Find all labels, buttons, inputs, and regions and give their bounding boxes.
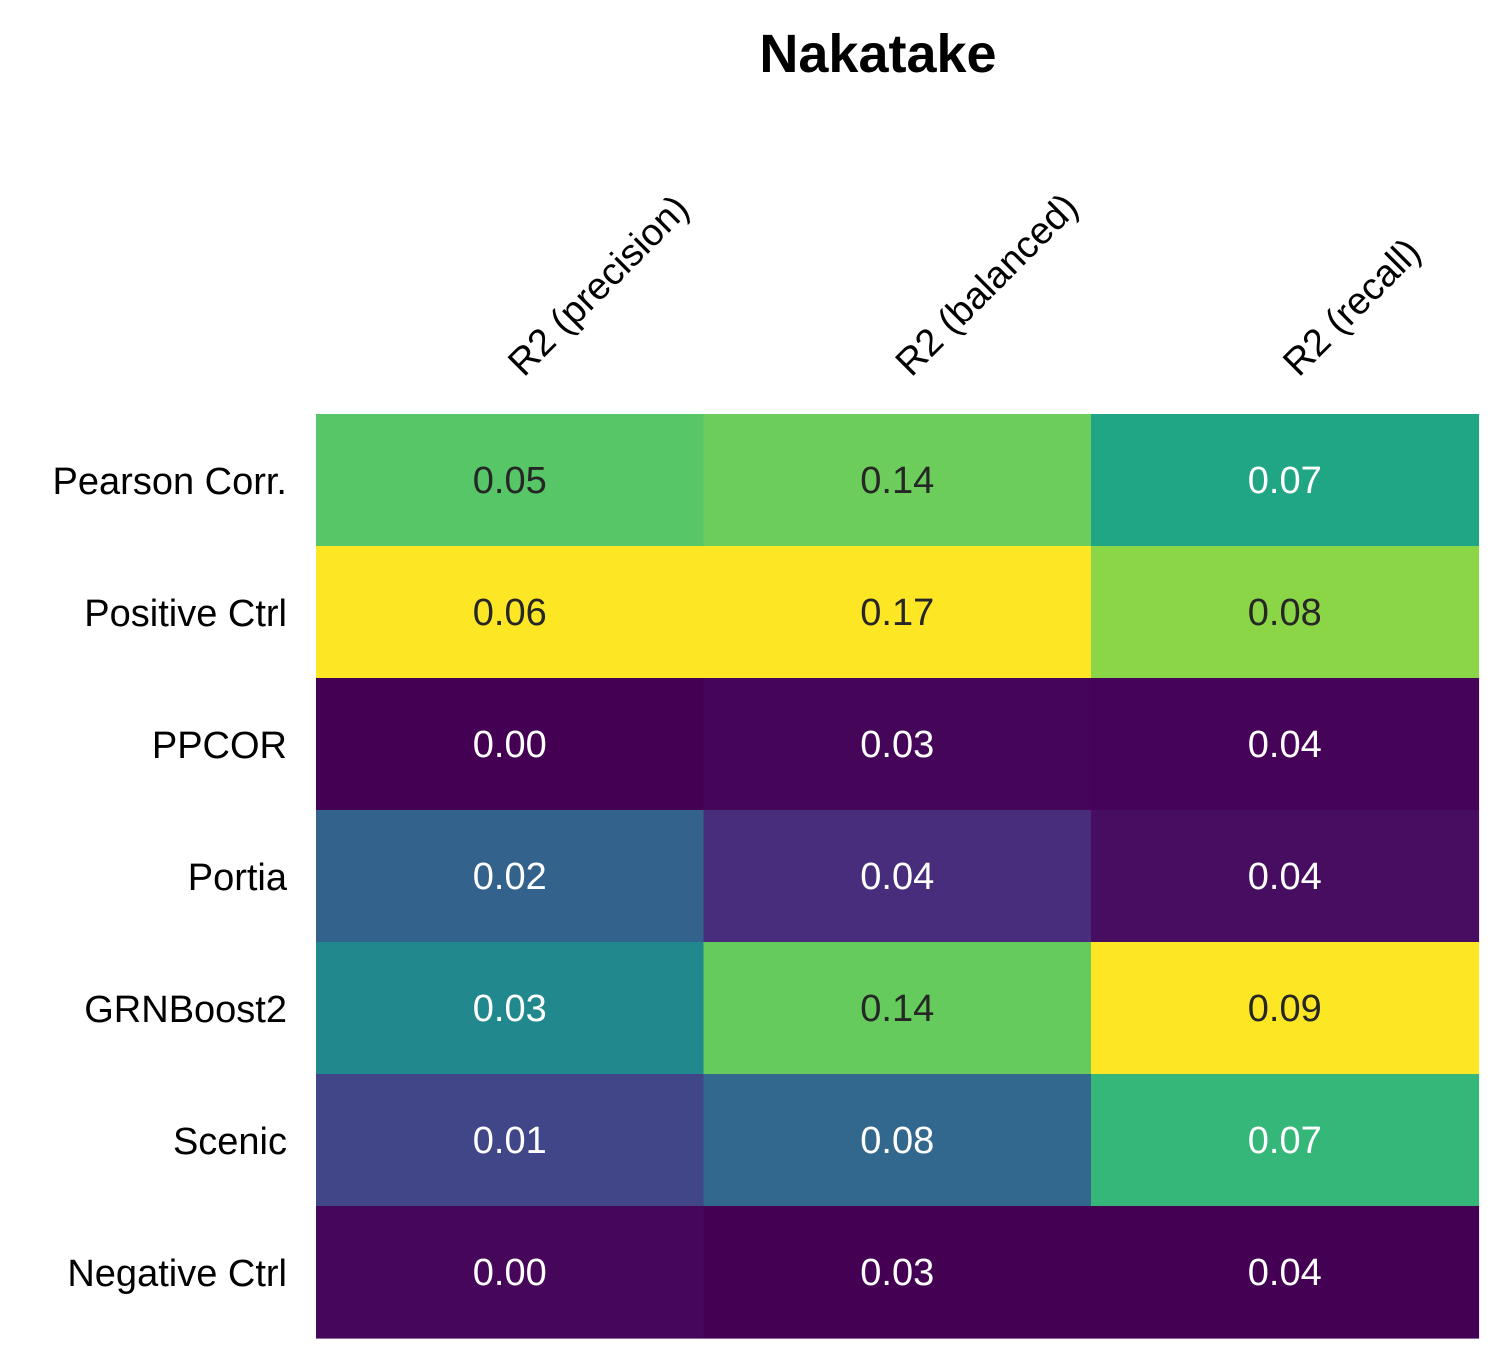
cell-value-label: 0.00 <box>473 1252 547 1294</box>
cell-value-label: 0.03 <box>860 1252 934 1294</box>
heatmap-cell-portia-r2-balanced <box>703 810 1092 943</box>
chart-title: Nakatake <box>759 24 996 84</box>
cell-value-label: 0.08 <box>860 1120 934 1162</box>
heatmap-cell-pearson-corr-r2-recall <box>1091 414 1480 547</box>
heatmap-cell-ppcor-r2-balanced <box>703 678 1092 811</box>
column-label-r2-recall: R2 (recall) <box>1275 231 1429 385</box>
heatmap-cell-scenic-r2-recall <box>1091 1074 1480 1207</box>
heatmap-cell-grnboost2-r2-precision <box>316 942 705 1075</box>
row-labels: Pearson Corr. Positive Ctrl PPCOR Portia GRN… <box>53 461 288 1295</box>
heatmap-cell-scenic-r2-precision <box>316 1074 705 1207</box>
row-label-portia: Portia <box>188 857 288 899</box>
row-label-ppcor: PPCOR <box>152 725 287 767</box>
cell-value-label: 0.17 <box>860 592 934 634</box>
cell-value-label: 0.08 <box>1248 592 1322 634</box>
column-labels: R2 (precision) R2 (balanced) R2 (recall) <box>500 186 1429 384</box>
cell-value-label: 0.06 <box>473 592 547 634</box>
heatmap-cell-ppcor-r2-precision <box>316 678 705 811</box>
cell-value-label: 0.07 <box>1248 460 1322 502</box>
cell-value-label: 0.00 <box>473 724 547 766</box>
cell-value-label: 0.01 <box>473 1120 547 1162</box>
column-label-r2-balanced: R2 (balanced) <box>888 186 1086 384</box>
heatmap-cell-positive-ctrl-r2-balanced <box>703 546 1092 679</box>
row-label-negative-ctrl: Negative Ctrl <box>67 1253 287 1295</box>
cell-value-label: 0.04 <box>1248 724 1322 766</box>
row-label-pearson-corr: Pearson Corr. <box>53 461 287 503</box>
cell-value-label: 0.05 <box>473 460 547 502</box>
heatmap-cell-scenic-r2-balanced <box>703 1074 1092 1207</box>
cell-value-label: 0.04 <box>1248 856 1322 898</box>
heatmap-cell-positive-ctrl-r2-precision <box>316 546 705 679</box>
cell-value-label: 0.14 <box>860 988 934 1030</box>
heatmap-cell-negative-ctrl-r2-recall <box>1091 1206 1480 1339</box>
heatmap-cells: 0.05 0.14 0.07 0.06 0.17 0.08 0.00 0.03 0.04 0.02… <box>316 414 1480 1339</box>
cell-value-label: 0.14 <box>860 460 934 502</box>
cell-value-label: 0.04 <box>860 856 934 898</box>
heatmap-cell-negative-ctrl-r2-balanced <box>703 1206 1092 1339</box>
heatmap-cell-positive-ctrl-r2-recall <box>1091 546 1480 679</box>
heatmap-cell-grnboost2-r2-balanced <box>703 942 1092 1075</box>
heatmap-cell-pearson-corr-r2-balanced <box>703 414 1092 547</box>
cell-value-label: 0.03 <box>473 988 547 1030</box>
cell-value-label: 0.04 <box>1248 1252 1322 1294</box>
cell-value-label: 0.03 <box>860 724 934 766</box>
heatmap-cell-pearson-corr-r2-precision <box>316 414 705 547</box>
heatmap-cell-negative-ctrl-r2-precision <box>316 1206 705 1339</box>
cell-value-label: 0.07 <box>1248 1120 1322 1162</box>
heatmap-cell-ppcor-r2-recall <box>1091 678 1480 811</box>
cell-value-label: 0.02 <box>473 856 547 898</box>
row-label-scenic: Scenic <box>173 1121 287 1163</box>
row-label-positive-ctrl: Positive Ctrl <box>84 593 287 635</box>
heatmap-cell-grnboost2-r2-recall <box>1091 942 1480 1075</box>
row-label-grnboost2: GRNBoost2 <box>84 989 287 1031</box>
heatmap-cell-portia-r2-recall <box>1091 810 1480 943</box>
heatmap-cell-portia-r2-precision <box>316 810 705 943</box>
cell-value-label: 0.09 <box>1248 988 1322 1030</box>
column-label-r2-precision: R2 (precision) <box>500 187 697 384</box>
